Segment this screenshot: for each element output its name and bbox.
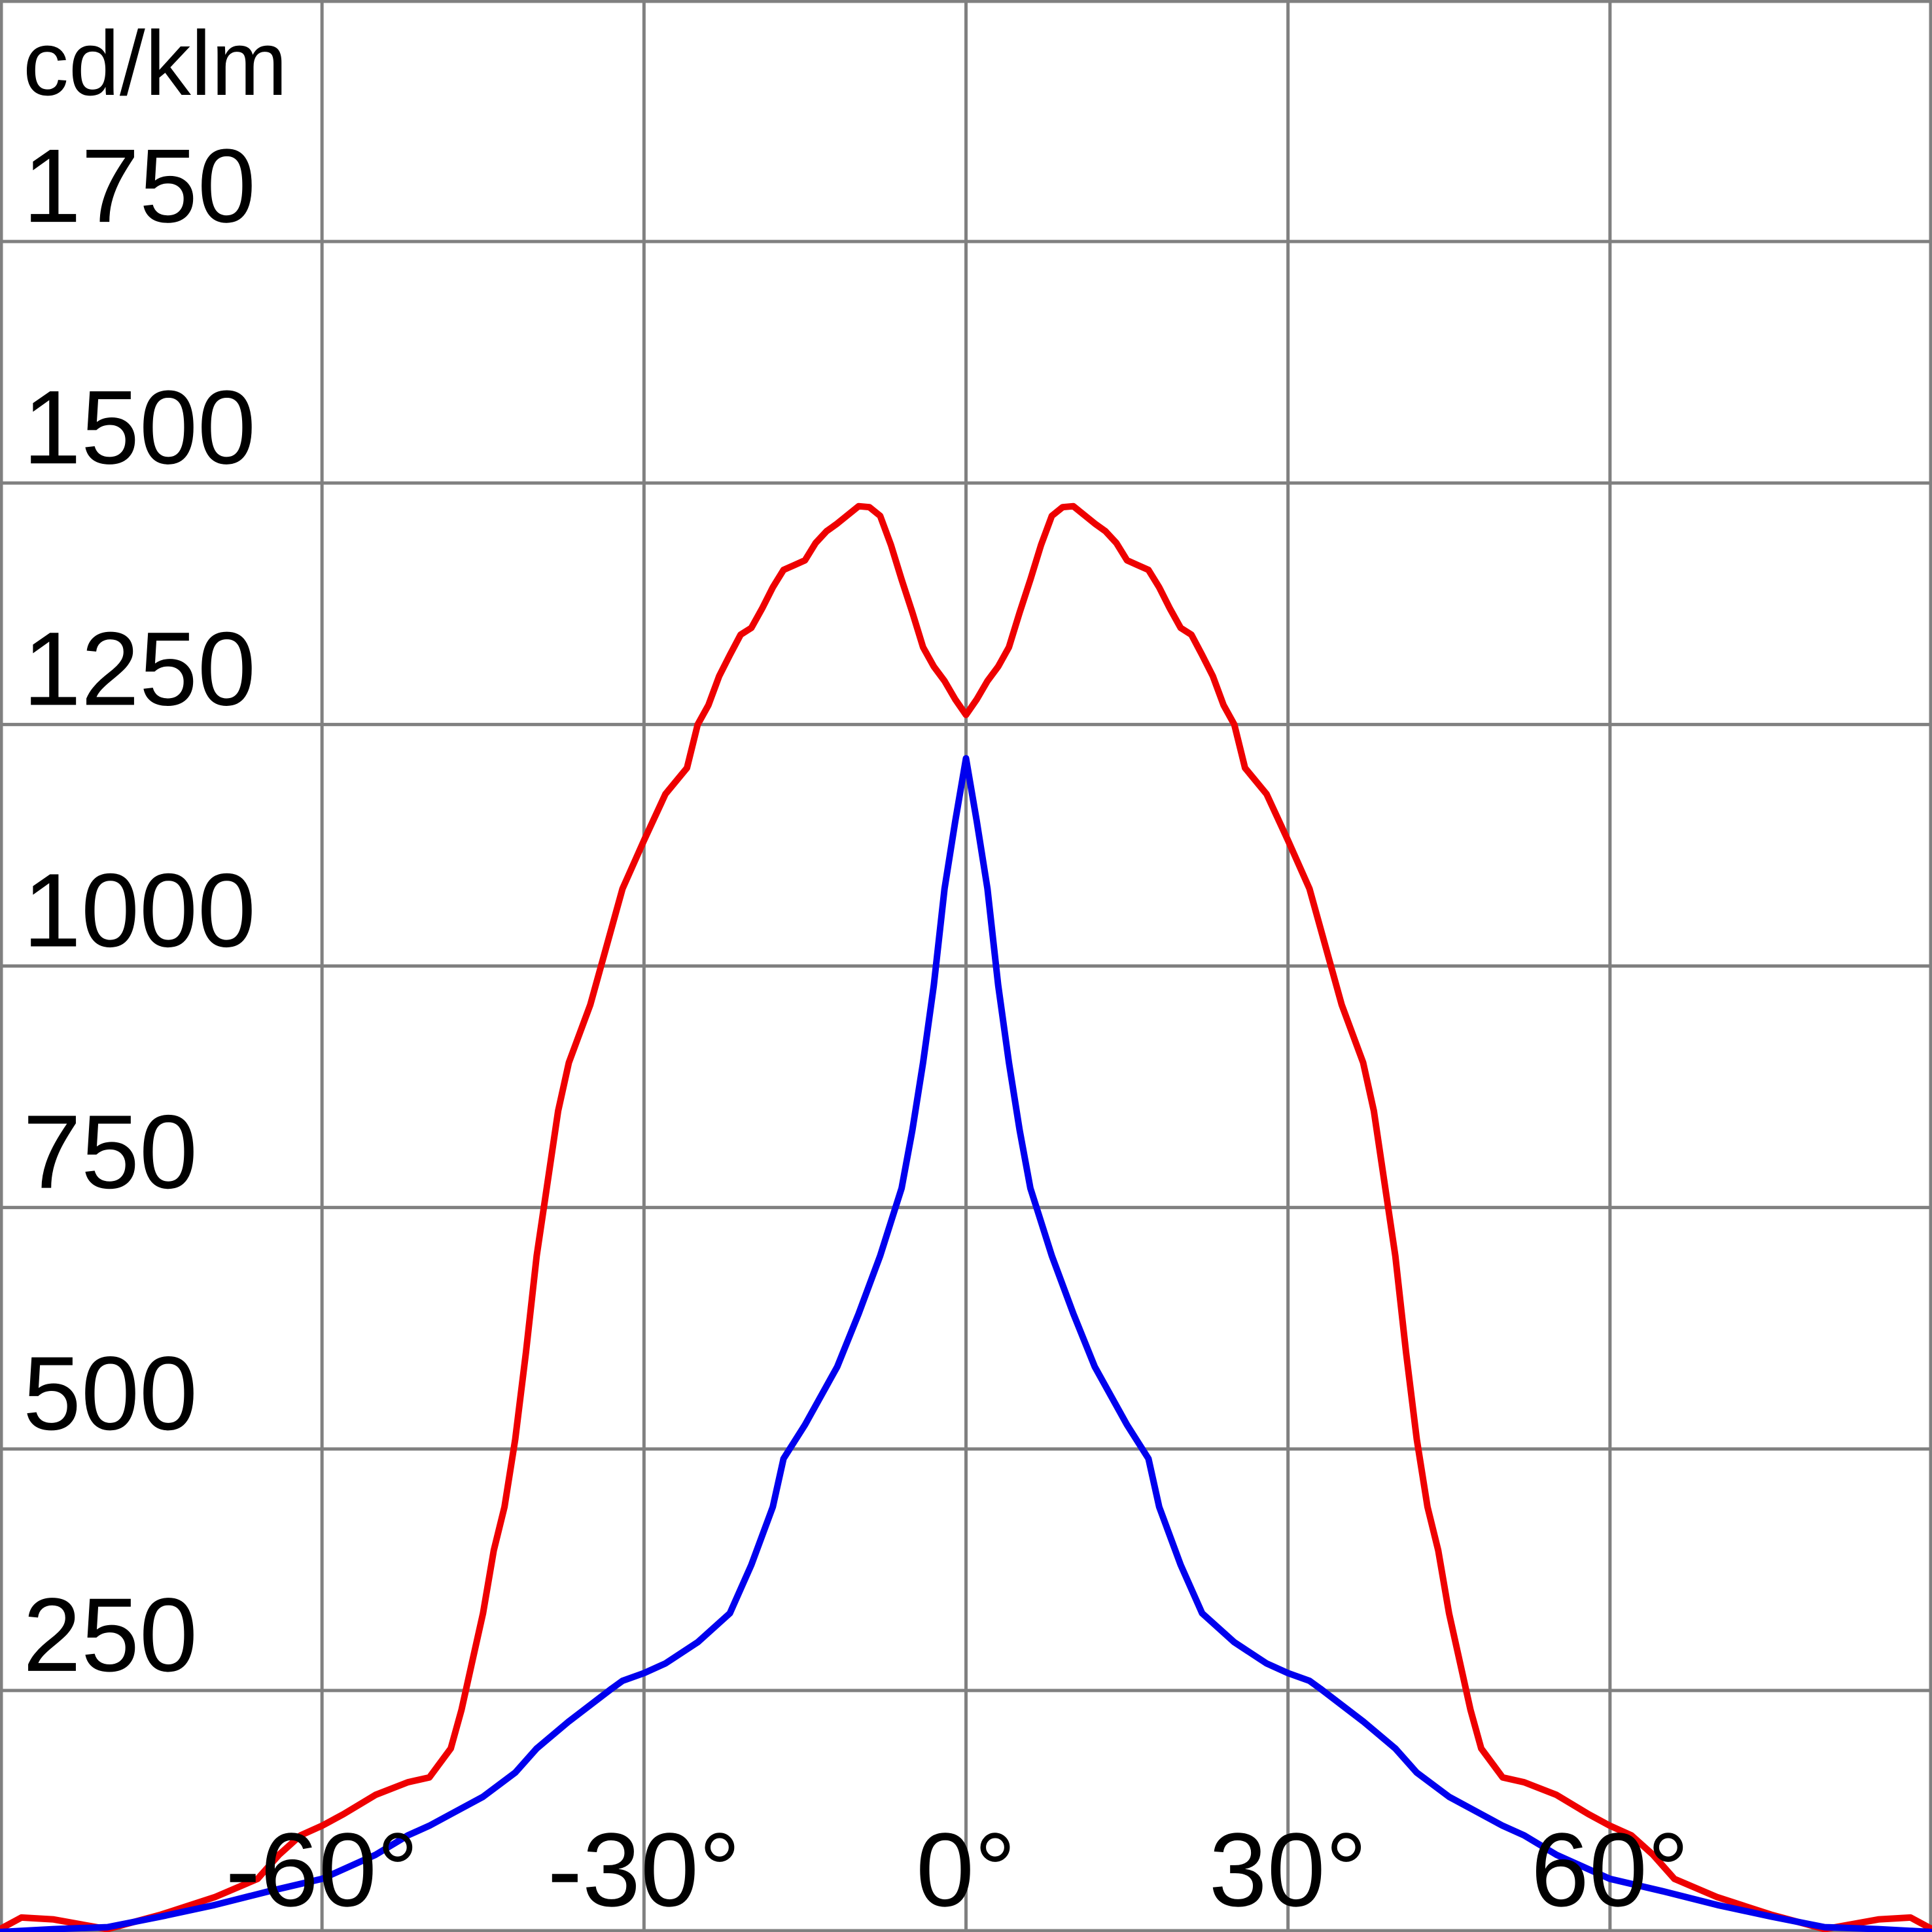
y-tick-label: 750 (23, 1093, 198, 1210)
x-tick-label: -30° (548, 1811, 741, 1928)
y-tick-label: 1250 (23, 610, 256, 727)
y-tick-label: 1750 (23, 127, 256, 244)
series-line-2 (0, 755, 1932, 1932)
series-line-1 (0, 502, 1932, 1932)
series-lines (0, 502, 1932, 1932)
y-tick-label: 250 (23, 1576, 198, 1693)
y-tick-label: 1000 (23, 852, 256, 969)
x-tick-label: 0° (916, 1811, 1016, 1928)
x-tick-label: -60° (226, 1811, 419, 1928)
x-tick-label: 60° (1531, 1811, 1689, 1928)
y-tick-label: 500 (23, 1335, 198, 1452)
y-tick-label: 1500 (23, 368, 256, 485)
x-tick-label: 30° (1209, 1811, 1367, 1928)
tick-labels: cd/klm 250 500 750 1000 1250 1500 1750 -60° -30°… (23, 12, 1689, 1928)
y-axis-unit-label: cd/klm (23, 12, 287, 114)
